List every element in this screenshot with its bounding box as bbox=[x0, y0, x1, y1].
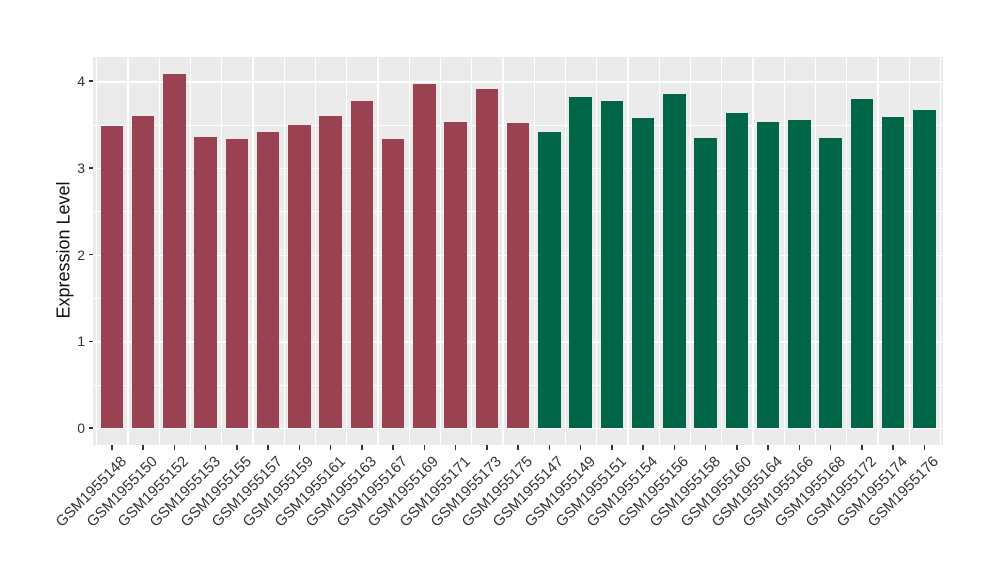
x-tick-mark bbox=[173, 445, 175, 450]
x-tick-mark bbox=[892, 445, 894, 450]
x-tick-mark bbox=[329, 445, 332, 450]
bar-GSM1955150 bbox=[131, 115, 155, 428]
x-tick-mark bbox=[236, 445, 238, 450]
bar-GSM1955175 bbox=[506, 122, 530, 428]
vertical-gridline bbox=[721, 57, 723, 445]
x-tick-mark bbox=[829, 445, 832, 450]
vertical-gridline bbox=[408, 57, 410, 445]
y-tick-label: 0 bbox=[77, 420, 85, 436]
bar-GSM1955148 bbox=[100, 126, 123, 428]
bar-GSM1955154 bbox=[631, 118, 655, 428]
x-tick-mark bbox=[548, 445, 550, 450]
vertical-gridline bbox=[314, 57, 317, 445]
vertical-gridline bbox=[283, 57, 285, 445]
bar-GSM1955171 bbox=[444, 121, 467, 428]
vertical-gridline bbox=[346, 57, 348, 445]
x-tick-mark bbox=[767, 445, 769, 450]
vertical-gridline bbox=[814, 57, 817, 445]
vertical-gridline bbox=[564, 57, 567, 445]
major-gridline bbox=[93, 81, 943, 83]
bar-GSM1955153 bbox=[194, 136, 217, 428]
x-tick-mark bbox=[704, 445, 707, 450]
bar-GSM1955157 bbox=[256, 132, 280, 428]
bar-GSM1955147 bbox=[538, 132, 561, 428]
vertical-gridline bbox=[689, 57, 692, 445]
vertical-gridline bbox=[377, 57, 379, 445]
x-tick-mark bbox=[611, 445, 613, 450]
vertical-gridline bbox=[471, 57, 473, 445]
vertical-gridline bbox=[502, 57, 504, 445]
vertical-gridline bbox=[627, 57, 629, 445]
y-tick-label: 3 bbox=[77, 159, 85, 176]
x-tick-mark bbox=[736, 445, 738, 450]
bar-GSM1955167 bbox=[381, 139, 405, 428]
y-tick-mark bbox=[88, 340, 93, 343]
bar-GSM1955152 bbox=[163, 74, 186, 428]
x-tick-mark bbox=[798, 445, 800, 450]
x-tick-mark bbox=[392, 445, 394, 450]
major-gridline bbox=[93, 428, 943, 430]
vertical-gridline bbox=[252, 57, 254, 445]
vertical-gridline bbox=[596, 57, 598, 445]
x-tick-mark bbox=[673, 445, 675, 450]
bar-GSM1955176 bbox=[913, 109, 936, 428]
vertical-gridline bbox=[96, 57, 98, 445]
y-tick-mark bbox=[88, 80, 93, 82]
x-tick-mark bbox=[361, 445, 363, 450]
vertical-gridline bbox=[533, 57, 535, 445]
y-tick-mark bbox=[88, 427, 93, 429]
bar-GSM1955161 bbox=[319, 115, 342, 428]
bar-GSM1955172 bbox=[850, 98, 873, 428]
vertical-gridline bbox=[658, 57, 660, 445]
vertical-gridline bbox=[221, 57, 223, 445]
vertical-gridline bbox=[439, 57, 442, 445]
x-tick-mark bbox=[861, 445, 863, 450]
vertical-gridline bbox=[783, 57, 785, 445]
x-tick-mark bbox=[517, 445, 519, 450]
x-tick-mark bbox=[454, 445, 457, 450]
vertical-gridline bbox=[908, 57, 910, 445]
y-tick-label: 1 bbox=[77, 333, 85, 350]
bar-GSM1955168 bbox=[819, 137, 842, 428]
x-tick-mark bbox=[298, 445, 300, 450]
bar-GSM1955156 bbox=[663, 94, 686, 428]
y-tick-label: 2 bbox=[77, 246, 85, 263]
x-tick-mark bbox=[486, 445, 488, 450]
plot-panel bbox=[93, 57, 943, 445]
vertical-gridline bbox=[158, 57, 160, 445]
vertical-gridline bbox=[127, 57, 129, 445]
bar-GSM1955159 bbox=[288, 125, 311, 428]
vertical-gridline bbox=[939, 57, 942, 445]
x-tick-mark bbox=[267, 445, 269, 450]
x-tick-mark bbox=[423, 445, 425, 450]
x-tick-mark bbox=[111, 445, 113, 450]
bar-GSM1955164 bbox=[756, 121, 780, 428]
x-tick-mark bbox=[579, 445, 582, 450]
bar-GSM1955163 bbox=[350, 101, 373, 428]
y-tick-mark bbox=[88, 167, 93, 169]
bar-GSM1955155 bbox=[225, 139, 248, 428]
y-tick-label: 4 bbox=[77, 73, 85, 90]
bar-GSM1955166 bbox=[788, 120, 811, 428]
vertical-gridline bbox=[752, 57, 754, 445]
vertical-gridline bbox=[877, 57, 879, 445]
bar-GSM1955160 bbox=[725, 113, 748, 428]
bar-GSM1955158 bbox=[694, 137, 717, 428]
y-tick-mark bbox=[88, 253, 93, 256]
x-tick-mark bbox=[204, 445, 207, 450]
x-tick-mark bbox=[923, 445, 925, 450]
bar-GSM1955151 bbox=[600, 101, 623, 428]
vertical-gridline bbox=[189, 57, 192, 445]
x-tick-mark bbox=[642, 445, 644, 450]
bar-GSM1955174 bbox=[881, 116, 905, 428]
bar-GSM1955169 bbox=[413, 83, 436, 428]
bar-GSM1955149 bbox=[569, 96, 592, 428]
vertical-gridline bbox=[846, 57, 848, 445]
x-tick-mark bbox=[142, 445, 144, 450]
bar-GSM1955173 bbox=[475, 89, 498, 428]
